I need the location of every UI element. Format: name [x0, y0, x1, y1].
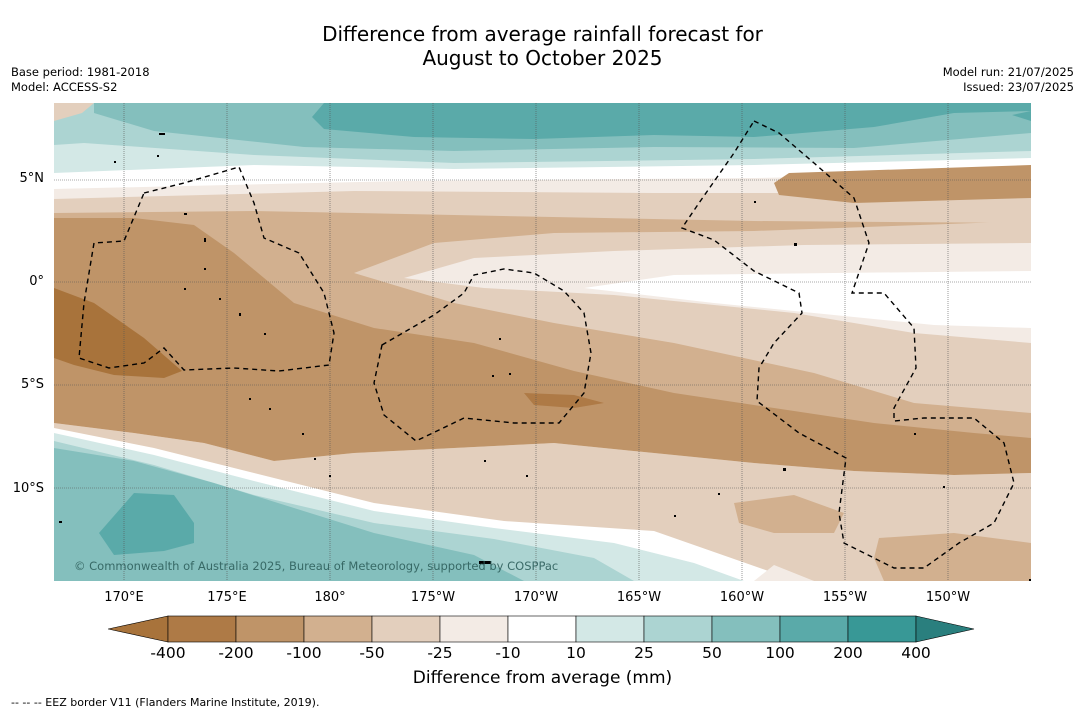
base-info: Base period: 1981-2018 Model: ACCESS-S2: [11, 65, 150, 95]
colorbar-tick-label: 50: [702, 644, 722, 662]
eez-borders: [78, 120, 1015, 569]
north-teal-patch: [1012, 111, 1031, 121]
north-dry-patch: [774, 165, 1031, 203]
south-east-dry: [874, 533, 1031, 581]
lon-label-175e: 175°E: [207, 590, 247, 605]
lat-label-5n: 5°N: [19, 171, 45, 186]
colorbar-tick-label: 100: [765, 644, 795, 662]
colorbar-swatch: [643, 615, 713, 643]
colorbar-title: Difference from average (mm): [412, 668, 673, 688]
colorbar-tick-label: -400: [150, 644, 186, 662]
colorbar-tick-label: 200: [833, 644, 863, 662]
colorbar-swatch: [507, 615, 577, 643]
colorbar-tick-label: 10: [566, 644, 586, 662]
colorbar-swatch: [439, 615, 509, 643]
lat-label-0: 0°: [29, 274, 44, 289]
copyright-notice: © Commonwealth of Australia 2025, Bureau…: [74, 559, 558, 573]
eez-footnote: -- -- -- EEZ border V11 (Flanders Marine…: [11, 696, 320, 709]
colorbar-swatch: [167, 615, 237, 643]
colorbar-tick-label: -100: [286, 644, 322, 662]
issued-date: Issued: 23/07/2025: [963, 80, 1074, 94]
west-very-dry: [54, 288, 182, 378]
eez-tuvalu: [78, 166, 335, 372]
south-corner-light: [754, 565, 814, 581]
title-line-1: Difference from average rainfall forecas…: [322, 22, 763, 46]
base-period: Base period: 1981-2018: [11, 65, 150, 79]
colorbar-swatch: [847, 615, 917, 643]
colorbar-swatch: [575, 615, 645, 643]
north-band-200: [312, 103, 1031, 139]
colorbar: [108, 615, 975, 643]
title-line-2: August to October 2025: [422, 46, 663, 70]
colorbar-tick-label: -50: [359, 644, 385, 662]
islands: [59, 133, 1031, 581]
model-run: Model run: 21/07/2025: [942, 65, 1074, 79]
eez-line-islands: [680, 120, 1015, 569]
colorbar-arrow-high: [915, 615, 975, 643]
north-corner-light: [54, 103, 94, 121]
eez-phoenix: [373, 268, 592, 442]
lon-label-170w: 170°W: [513, 590, 559, 605]
model-name: Model: ACCESS-S2: [11, 80, 118, 94]
lon-label-180: 180°: [314, 590, 346, 605]
colorbar-tick-label: -200: [218, 644, 254, 662]
colorbar-swatch: [711, 615, 781, 643]
colorbar-swatch: [371, 615, 441, 643]
lon-label-175w: 175°W: [410, 590, 456, 605]
central-dry-core: [524, 393, 604, 408]
graticule: [54, 103, 1031, 581]
south-dry-band: [54, 218, 1031, 475]
colorbar-swatch: [303, 615, 373, 643]
map-title: Difference from average rainfall forecas…: [0, 22, 1085, 70]
equator-band-white: [584, 271, 1031, 328]
colorbar-swatch: [779, 615, 849, 643]
colorbar-swatch: [235, 615, 305, 643]
lat-label-10s: 10°S: [12, 481, 44, 496]
lon-label-170e: 170°E: [104, 590, 144, 605]
colorbar-tick-label: 25: [634, 644, 654, 662]
colorbar-tick-label: -10: [495, 644, 521, 662]
colorbar-tick-label: 400: [901, 644, 931, 662]
south-band-200: [99, 493, 194, 555]
lon-label-165w: 165°W: [616, 590, 662, 605]
colorbar-arrow-low: [108, 615, 169, 643]
colorbar-swatches: [108, 615, 975, 643]
south-mid-band: [734, 495, 844, 533]
colorbar-tick-label: -25: [427, 644, 453, 662]
rainfall-map: © Commonwealth of Australia 2025, Bureau…: [54, 103, 1031, 581]
lon-label-150w: 150°W: [925, 590, 971, 605]
lon-label-160w: 160°W: [719, 590, 765, 605]
run-info: Model run: 21/07/2025 Issued: 23/07/2025: [943, 65, 1074, 95]
lat-label-5s: 5°S: [20, 377, 44, 392]
lon-label-155w: 155°W: [822, 590, 868, 605]
